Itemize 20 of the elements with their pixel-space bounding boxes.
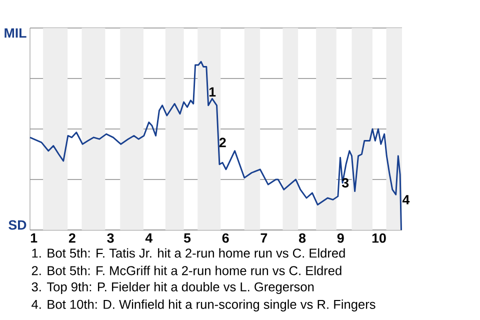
x-tick-label: 1 [30, 233, 38, 243]
text: 4. Bot 10th: D. Winfield hit a run-scoring single vs R. Fingers [32, 300, 376, 312]
x-tick-label: 4 [145, 233, 153, 243]
x-tick-label: 10 [372, 233, 386, 243]
x-tick-label: 8 [298, 233, 306, 243]
x-tick-label: 6 [222, 233, 229, 243]
x-tick-label: 2 [68, 233, 76, 243]
text: MIL [4, 28, 26, 38]
x-tick-label: 7 [260, 233, 268, 243]
text: 3. Top 9th: P. Fielder hit a double vs L. Gregerson [32, 282, 314, 294]
text: 1. Bot 5th: F. Tatis Jr. hit a 2-run home run vs C. Eldred [32, 248, 345, 258]
x-tick-label: 5 [184, 233, 191, 243]
text: 2. Bot 5th: F. McGriff hit a 2-run home run vs C. Eldred [32, 266, 342, 276]
annotation: 3 [342, 178, 349, 188]
x-tick-label: 9 [337, 233, 344, 243]
annotation: 4 [402, 195, 410, 204]
text: SD [8, 220, 26, 230]
annotation: 1 [209, 87, 216, 97]
x-tick-label: 3 [107, 233, 114, 243]
annotation: 2 [219, 138, 226, 148]
